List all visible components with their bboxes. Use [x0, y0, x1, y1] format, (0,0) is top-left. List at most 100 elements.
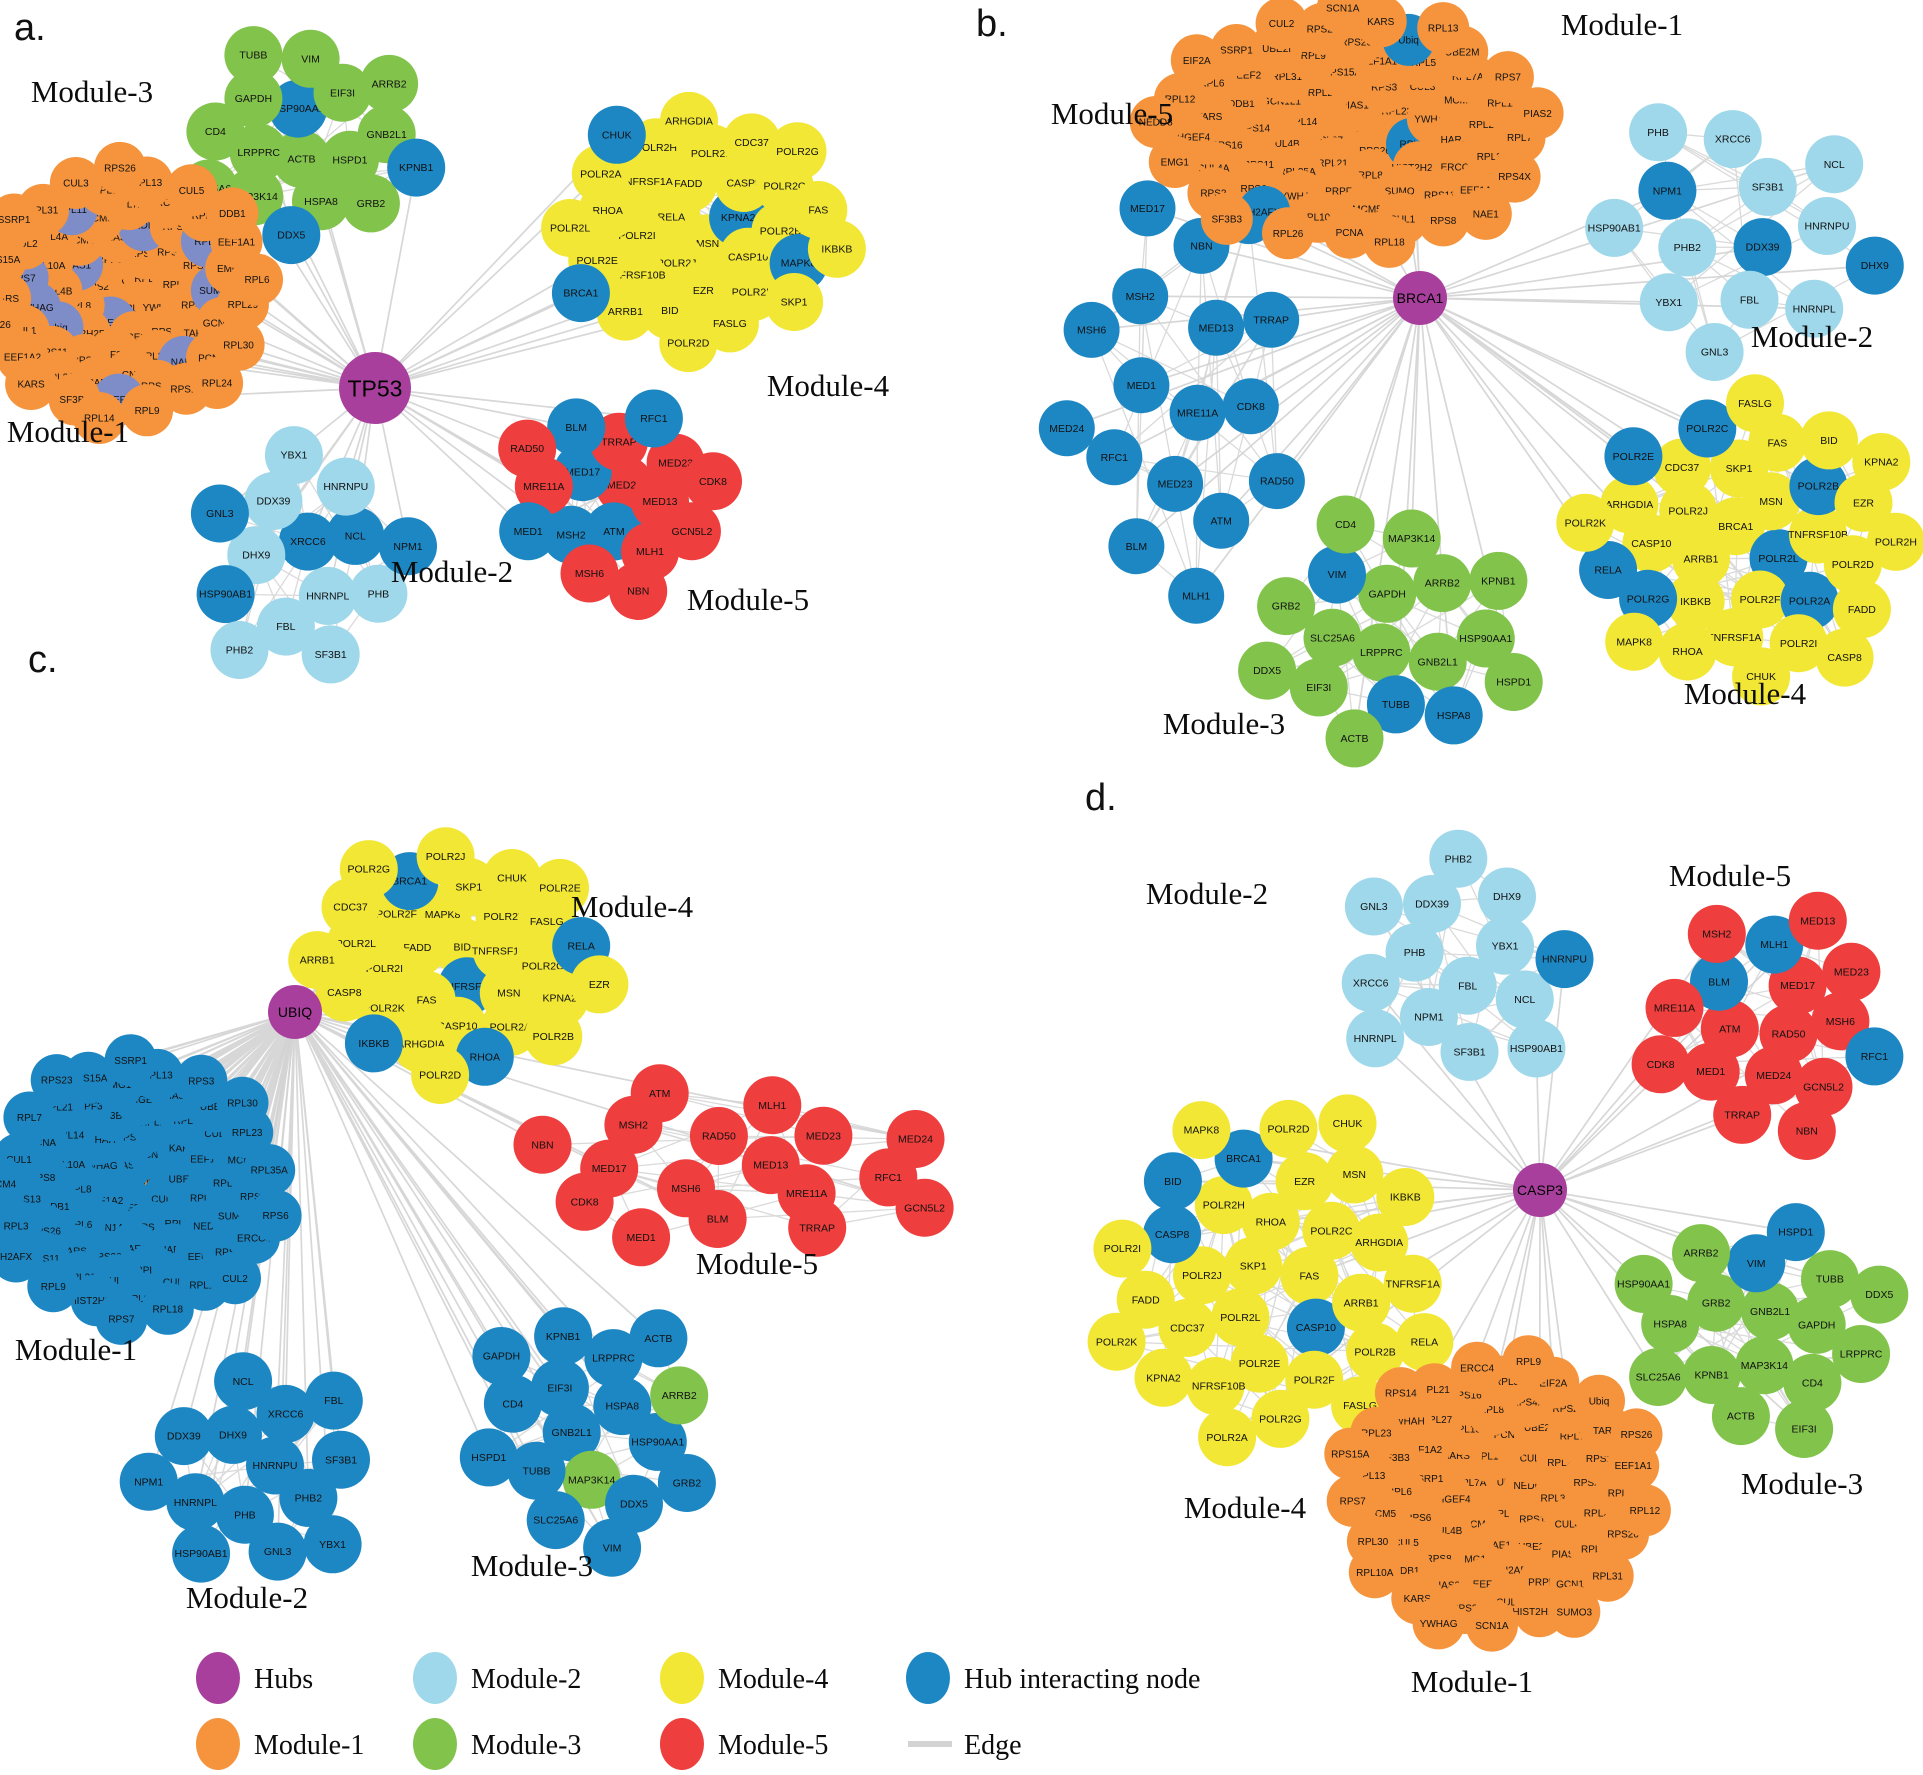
gene-node	[1685, 323, 1744, 381]
gene-node	[1738, 157, 1797, 216]
gene-node	[301, 625, 360, 684]
gene-node	[1672, 529, 1730, 588]
module-label: Module-3	[1741, 1466, 1863, 1501]
gene-node	[1170, 34, 1223, 87]
gene-node	[1631, 1035, 1690, 1094]
gene-node	[1745, 915, 1804, 974]
gene-node	[1733, 218, 1792, 277]
gene-node	[551, 264, 610, 323]
gene-node	[524, 1007, 583, 1066]
module-label: Module-2	[1751, 319, 1873, 354]
gene-node	[278, 512, 337, 571]
gene-node	[1787, 1295, 1846, 1354]
gene-node	[0, 298, 22, 351]
gene-node	[1481, 51, 1534, 104]
gene-node	[1302, 1201, 1361, 1260]
gene-node	[650, 1366, 709, 1425]
gene-node	[1275, 1152, 1334, 1211]
gene-node	[1346, 1009, 1405, 1068]
gene-node	[689, 1107, 748, 1165]
gene-node	[1845, 236, 1904, 295]
gene-node	[1147, 455, 1204, 512]
gene-node	[1280, 1246, 1339, 1305]
gene-node	[629, 1309, 688, 1368]
gene-node	[1711, 1387, 1770, 1446]
gene-node	[1478, 867, 1536, 926]
hub-node	[1513, 1163, 1567, 1217]
gene-node	[1188, 299, 1245, 356]
panel-b: MRE11AMED1MED13MED23MSH2CDK8RFC1NBNATMMS…	[976, 0, 1923, 768]
gene-node	[1198, 1408, 1257, 1467]
gene-node	[411, 1046, 470, 1104]
gene-node	[1169, 384, 1226, 441]
gene-node	[243, 1144, 296, 1197]
gene-node	[1224, 1236, 1283, 1295]
gene-node	[1581, 1549, 1634, 1602]
hub-node	[1393, 271, 1447, 325]
gene-node	[0, 263, 9, 303]
gene-node	[1769, 614, 1828, 673]
legend-label: Edge	[964, 1730, 1022, 1761]
gene-node	[684, 452, 742, 511]
gene-node	[30, 1054, 83, 1107]
gene-node	[657, 1454, 716, 1512]
legend-label: Module-3	[471, 1730, 581, 1761]
gene-node	[483, 1374, 542, 1433]
gene-node	[555, 1172, 614, 1231]
gene-node	[1678, 399, 1737, 458]
gene-node	[498, 419, 557, 478]
gene-node	[1063, 301, 1120, 358]
gene-node	[1672, 1224, 1730, 1283]
gene-node	[5, 358, 58, 410]
gene-node	[1262, 207, 1314, 260]
module-label: Module-1	[7, 414, 129, 449]
gene-node	[1511, 87, 1564, 140]
gene-node	[1417, 2, 1470, 55]
gene-node	[1366, 675, 1425, 734]
gene-node	[513, 1115, 572, 1174]
gene-node	[141, 1282, 194, 1335]
gene-node	[0, 193, 40, 246]
gene-node	[1352, 623, 1411, 682]
gene-node	[387, 138, 446, 197]
gene-node	[1484, 653, 1543, 711]
gene-node	[1346, 1322, 1405, 1381]
gene-node	[416, 827, 475, 886]
gene-node	[1326, 1474, 1379, 1527]
hub-label: CASP3	[1517, 1182, 1563, 1198]
module-label: Module-4	[1184, 1490, 1307, 1525]
module-label: Module-2	[186, 1580, 308, 1615]
gene-node	[1604, 427, 1663, 486]
legend-item: Edge	[908, 1730, 1022, 1761]
gene-node	[1241, 1192, 1300, 1251]
gene-node	[95, 1292, 148, 1345]
legend-label: Module-1	[254, 1730, 364, 1761]
gene-node	[1148, 136, 1201, 188]
gene-node	[534, 1307, 593, 1366]
gene-node	[312, 1430, 370, 1489]
gene-node	[1788, 891, 1847, 950]
gene-node	[279, 1468, 338, 1527]
panel-letter: d.	[1085, 777, 1117, 819]
gene-node	[1789, 457, 1848, 516]
gene-node	[1681, 1042, 1740, 1101]
panel-a: ACTBHSP90AA1HSPD1LRPPRCEIF3IHSPA8GAPDHGN…	[0, 7, 890, 684]
gene-node	[624, 389, 683, 448]
gene-node	[765, 273, 824, 331]
gene-node	[583, 1518, 642, 1577]
gene-node	[1800, 1250, 1859, 1309]
gene-node	[1087, 1312, 1146, 1371]
hub-spokes	[294, 1011, 688, 1549]
legend-item: Module-4	[660, 1652, 828, 1704]
gene-node	[593, 1377, 652, 1436]
gene-node	[262, 206, 321, 265]
panel-letter: c.	[28, 639, 58, 681]
gene-node	[1332, 1273, 1391, 1332]
module-label: Module-5	[1669, 858, 1791, 893]
gene-node	[612, 1208, 671, 1267]
gene-node	[1285, 1350, 1344, 1409]
legend: Hubs Module-2 Module-4 Hub interacting node…	[196, 1652, 1200, 1770]
gene-node	[1417, 194, 1470, 247]
module-label: Module-5	[687, 582, 809, 617]
gene-node	[249, 1189, 302, 1242]
